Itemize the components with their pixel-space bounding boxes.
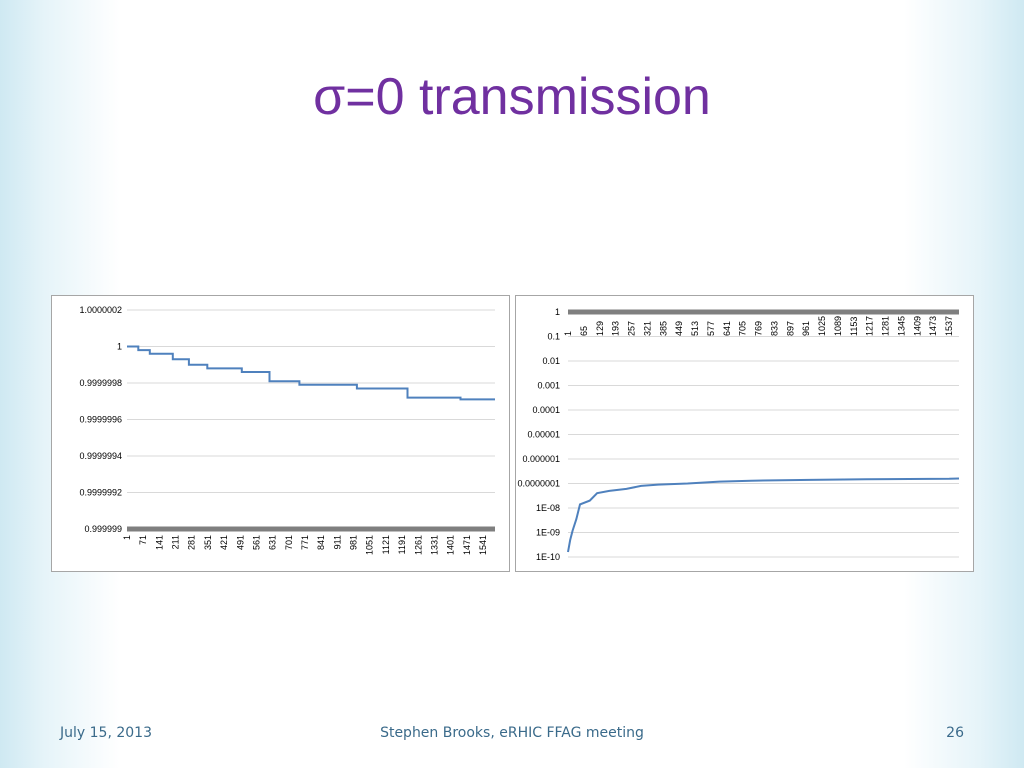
slide-title: σ=0 transmission [313,68,711,126]
x-tick-label: 1401 [446,535,456,555]
x-tick-label: 321 [642,321,652,336]
x-tick-label: 705 [738,321,748,336]
y-tick-label: 0.0001 [532,405,560,415]
y-tick-label: 1E-10 [536,552,560,562]
y-tick-label: 0.000001 [522,454,560,464]
x-tick-label: 1409 [912,316,922,336]
x-tick-label: 833 [769,321,779,336]
transmission-linear-chart: 1.0000002 1 0.9999998 0.9999996 0.9999994 0.9… [51,295,510,572]
x-tick-label: 129 [595,321,605,336]
footer-date: July 15, 2013 [60,725,152,741]
x-tick-label: 1153 [849,317,859,336]
x-tick-label: 1089 [833,316,843,336]
y-tick-label: 1.0000002 [79,305,122,315]
x-tick-label: 981 [349,535,359,550]
x-tick-label: 1261 [413,535,423,555]
y-tick-label: 1E-08 [536,503,560,513]
x-tick-label: 1473 [928,316,938,336]
x-tick-label: 911 [332,535,342,549]
x-tick-label: 771 [300,535,310,550]
x-tick-label: 491 [235,535,245,550]
x-tick-label: 897 [785,321,795,336]
y-tick-label: 0.999999 [84,524,122,534]
transmission-log-chart: 1 0.1 0.01 0.001 0.0001 0.00001 0.000001 0.0000… [515,295,974,572]
chart-linear-svg: 1.0000002 1 0.9999998 0.9999996 0.9999994 0.9… [79,305,495,555]
x-tick-label: 1191 [397,535,407,554]
x-tick-label: 631 [268,535,278,550]
x-tick-label: 65 [579,326,589,336]
series-line [567,477,960,553]
x-tick-label: 769 [754,321,764,336]
x-tick-label: 193 [611,321,621,336]
x-tick-label: 1 [563,331,573,336]
y-tick-label: 0.9999996 [79,415,122,425]
series-line [127,345,495,401]
x-tick-label: 1051 [365,535,375,555]
x-tick-label: 257 [627,321,637,336]
x-tick-label: 641 [722,321,732,336]
x-tick-label: 1121 [381,535,391,554]
y-tick-label: 0.9999992 [79,488,122,498]
x-tick-label: 421 [219,535,229,550]
x-tick-label: 577 [706,321,716,336]
x-tick-label: 449 [674,321,684,336]
x-tick-label: 1 [122,535,132,540]
x-tick-label: 385 [658,321,668,336]
y-tick-label: 0.01 [542,356,560,366]
x-tick-label: 351 [203,535,213,550]
x-tick-label: 1471 [462,535,472,555]
x-tick-label: 1281 [881,316,891,336]
x-tick-label: 513 [690,321,700,336]
y-tick-label: 1 [555,307,560,317]
x-tick-label: 961 [801,321,811,336]
y-tick-label: 0.00001 [527,430,560,440]
x-tick-label: 281 [187,535,197,550]
y-tick-label: 0.9999998 [79,378,122,388]
x-tick-label: 1217 [865,316,875,336]
y-tick-label: 1 [117,342,122,352]
x-tick-label: 1331 [429,535,439,555]
y-tick-label: 1E-09 [536,528,560,538]
y-tick-label: 0.1 [547,332,560,342]
x-tick-label: 71 [138,535,148,545]
x-tick-label: 1025 [817,316,827,336]
footer-page-number: 26 [946,725,964,741]
x-tick-label: 141 [154,535,164,550]
x-tick-label: 561 [251,535,261,550]
x-tick-label: 1537 [944,316,954,336]
y-tick-label: 0.9999994 [79,451,122,461]
x-tick-label: 211 [171,535,181,549]
footer-presenter: Stephen Brooks, eRHIC FFAG meeting [380,725,644,741]
y-tick-label: 0.001 [537,381,560,391]
x-tick-label: 1541 [478,535,488,555]
y-tick-label: 0.0000001 [517,479,560,489]
x-tick-label: 1345 [896,316,906,336]
x-tick-label: 701 [284,535,294,550]
x-tick-label: 841 [316,535,326,550]
chart-log-svg: 10.10.010.0010.00010.000010.0000010.0000… [517,307,960,562]
